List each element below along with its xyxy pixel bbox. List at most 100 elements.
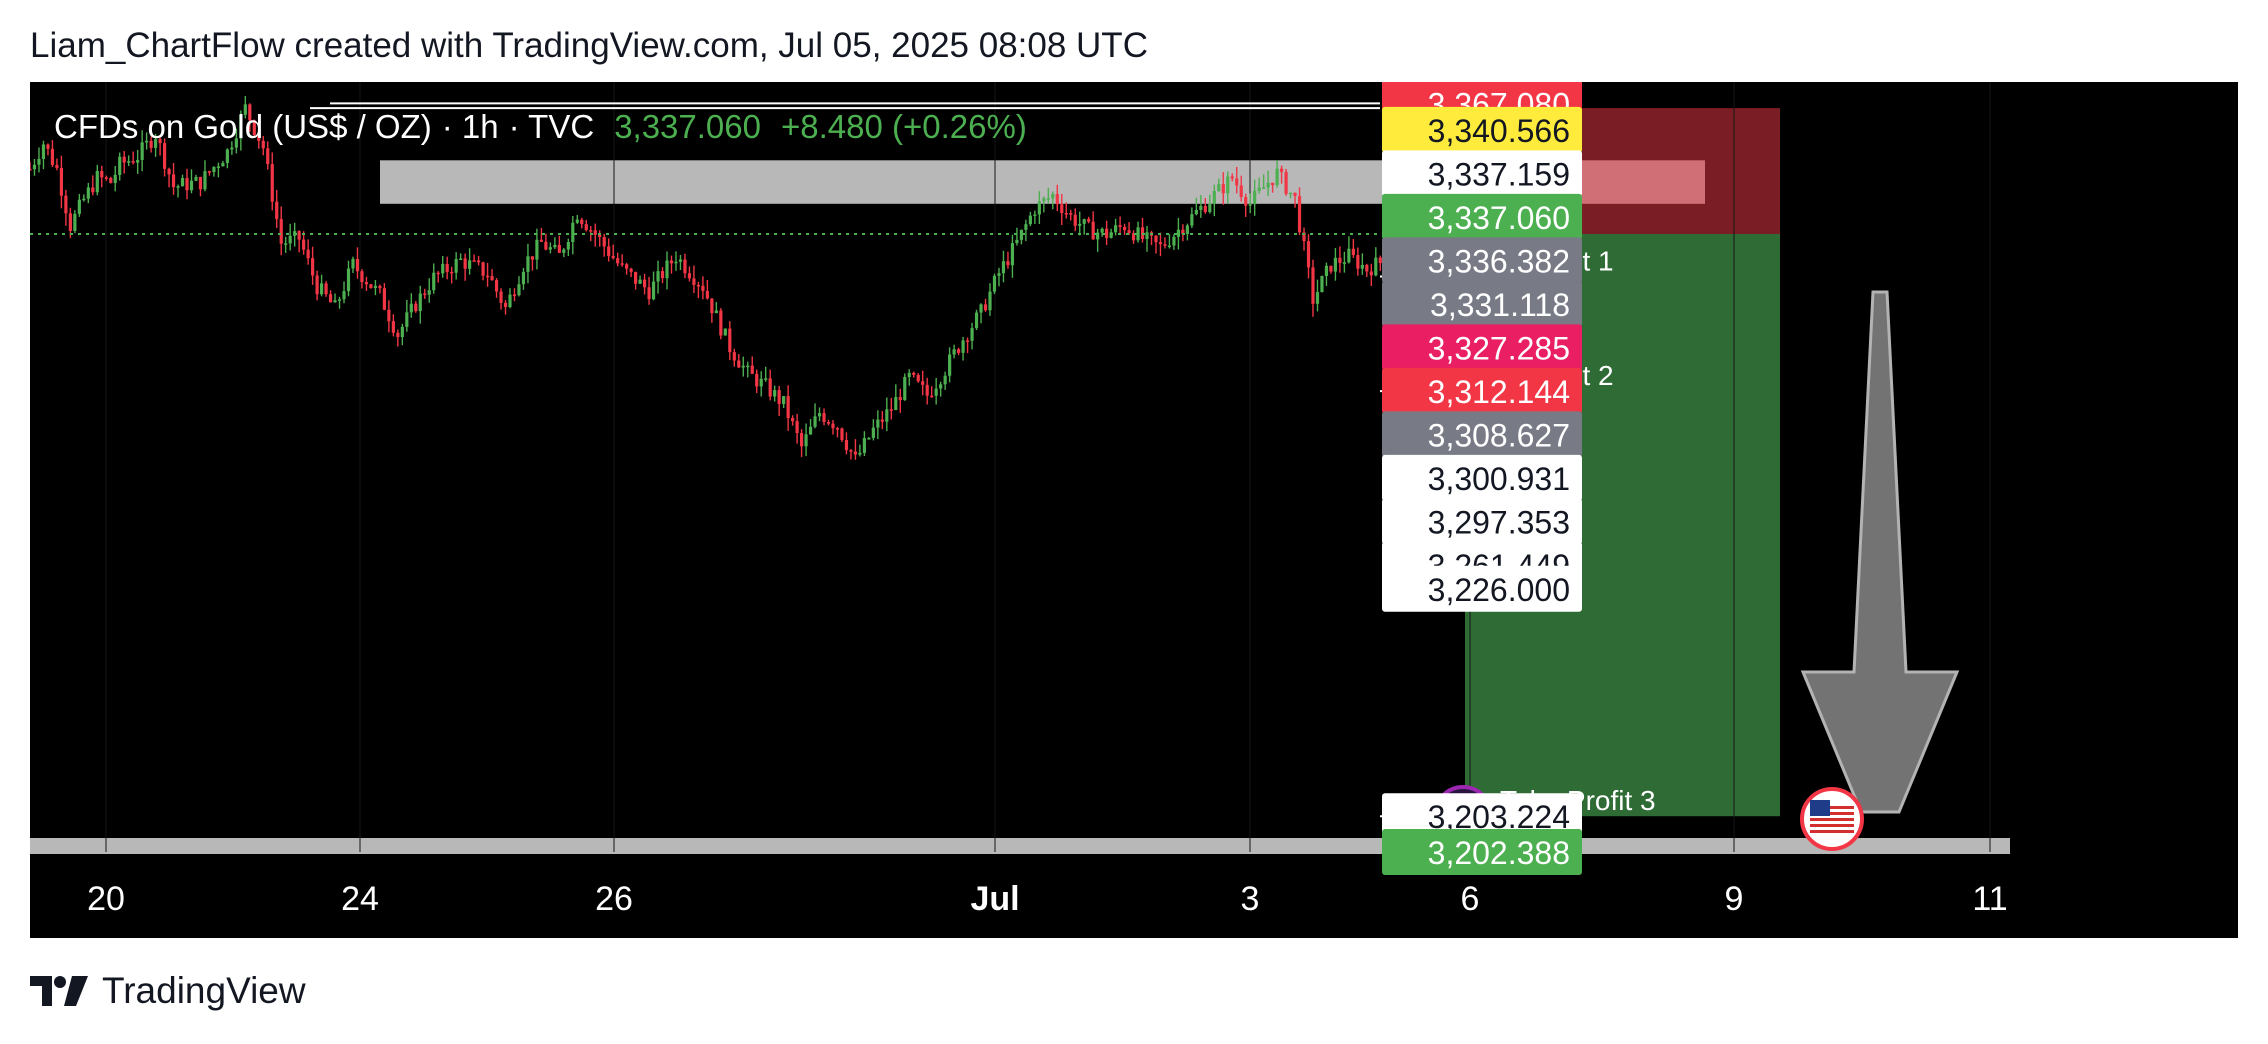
candle: [1248, 204, 1252, 206]
candle: [494, 280, 499, 292]
candle: [118, 156, 122, 175]
price-label-2: 3,340.566: [1382, 106, 1582, 153]
candle: [503, 302, 508, 308]
candle: [535, 239, 539, 260]
price-label-text: 3,300.931: [1428, 461, 1570, 497]
candle: [1342, 262, 1346, 264]
candle: [607, 246, 611, 256]
candle: [1163, 244, 1167, 246]
candle: [378, 285, 382, 289]
candle: [230, 147, 234, 150]
candle: [1181, 229, 1185, 235]
candle: [934, 388, 938, 396]
candle: [1374, 257, 1378, 276]
candle: [355, 258, 360, 272]
legend-source: · TVC: [509, 108, 595, 145]
candle: [1082, 219, 1086, 224]
candle: [1078, 223, 1082, 226]
candle: [1185, 225, 1189, 235]
price-label-7: 3,327.285: [1382, 324, 1582, 371]
candle: [1253, 190, 1257, 205]
candle: [1154, 235, 1158, 243]
price-label-text: 3,297.353: [1428, 504, 1570, 540]
candle: [1033, 214, 1037, 216]
candle: [1109, 232, 1113, 238]
support-zone: [30, 838, 2010, 854]
candle: [992, 275, 997, 292]
candle: [701, 285, 705, 291]
flag-stripe: [1810, 830, 1854, 833]
candle: [948, 354, 952, 376]
candle: [432, 272, 436, 291]
candle: [212, 167, 216, 173]
candle: [77, 199, 81, 214]
candle: [795, 421, 799, 434]
candle: [651, 281, 656, 300]
candle: [566, 241, 570, 250]
candle: [799, 433, 804, 447]
candle: [1320, 276, 1324, 293]
candle: [956, 349, 961, 353]
x-tick-0: 20: [87, 880, 125, 918]
candle: [1001, 261, 1006, 274]
candle: [131, 161, 135, 163]
candle: [1293, 192, 1297, 197]
candle: [373, 285, 378, 288]
candle: [1275, 168, 1279, 186]
candle: [912, 372, 916, 375]
candle: [1167, 245, 1172, 248]
candle: [41, 144, 46, 159]
candle: [674, 261, 678, 264]
candle: [1060, 204, 1064, 213]
chart-panel[interactable]: Stop lossTake Profit 1Take Profit 2Take …: [28, 65, 2238, 938]
candle: [333, 300, 337, 303]
candle: [302, 239, 306, 250]
candle: [463, 258, 467, 269]
candle: [544, 241, 548, 250]
price-chart[interactable]: Stop lossTake Profit 1Take Profit 2Take …: [28, 65, 2238, 938]
price-label-13: 3,226.000: [1382, 565, 1582, 612]
price-label-bg: [1382, 565, 1582, 612]
candle: [288, 235, 292, 244]
candle: [1351, 248, 1355, 256]
candle: [746, 365, 750, 368]
candle: [728, 328, 732, 353]
candle: [50, 148, 55, 165]
candle: [364, 282, 369, 285]
candle: [315, 275, 319, 295]
candle: [889, 409, 893, 411]
candle: [1127, 230, 1131, 234]
candle: [189, 180, 194, 191]
candle: [508, 294, 512, 308]
candle: [921, 381, 925, 385]
price-label-11: 3,297.353: [1382, 498, 1582, 545]
legend-interval: · 1h: [442, 108, 499, 145]
candle: [678, 259, 683, 262]
footer-brand[interactable]: TradingView: [30, 966, 306, 1016]
candle: [1279, 168, 1284, 172]
candle: [418, 293, 422, 312]
candle: [548, 247, 552, 250]
candle: [1221, 184, 1225, 194]
candle: [611, 255, 615, 259]
candle: [1190, 214, 1194, 226]
candle: [853, 451, 858, 455]
candle: [1271, 182, 1275, 186]
candle: [1239, 185, 1243, 198]
price-label-text: 3,336.382: [1428, 243, 1570, 279]
x-tick-7: 11: [1972, 880, 2007, 918]
candle: [598, 234, 602, 238]
candle: [844, 439, 849, 451]
candle: [773, 390, 777, 397]
candle: [849, 450, 853, 452]
x-tick-1: 24: [341, 880, 379, 918]
candle: [755, 373, 759, 387]
us-flag-event-icon[interactable]: [1800, 787, 1864, 851]
candle: [647, 287, 651, 300]
candle: [894, 397, 898, 411]
candle: [252, 120, 256, 135]
candle: [517, 284, 521, 296]
candle: [158, 139, 162, 144]
candle: [476, 260, 481, 263]
candle: [1266, 182, 1270, 188]
